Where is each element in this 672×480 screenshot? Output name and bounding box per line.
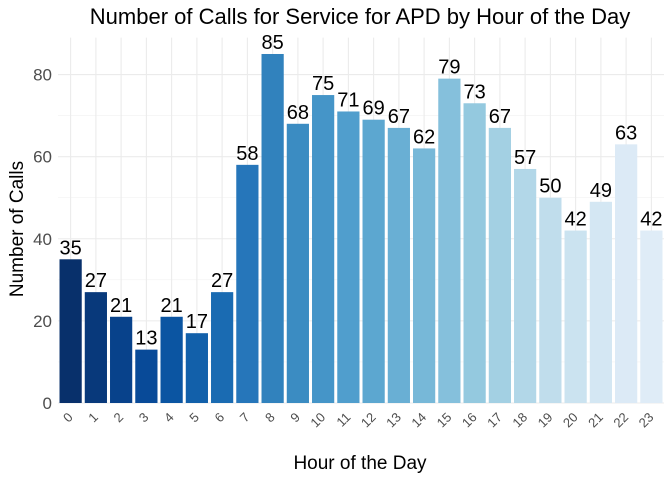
x-tick-label: 16 bbox=[459, 410, 480, 431]
x-tick-label: 15 bbox=[434, 410, 455, 431]
bar-hour-12 bbox=[362, 119, 385, 403]
data-label: 68 bbox=[287, 102, 309, 124]
data-label: 73 bbox=[464, 81, 486, 103]
x-tick-label: 0 bbox=[60, 410, 76, 426]
bar-hour-14 bbox=[413, 148, 436, 403]
x-tick-label: 7 bbox=[237, 410, 253, 426]
x-tick-label: 19 bbox=[535, 410, 556, 431]
data-label: 63 bbox=[615, 122, 637, 144]
x-tick-label: 3 bbox=[136, 410, 152, 426]
x-tick-label: 10 bbox=[307, 410, 328, 431]
bar-hour-7 bbox=[236, 164, 259, 403]
data-label: 35 bbox=[60, 237, 82, 259]
x-tick-label: 11 bbox=[333, 410, 353, 430]
bar-hour-17 bbox=[488, 127, 511, 403]
x-tick-label: 14 bbox=[408, 410, 429, 431]
bar-hour-1 bbox=[84, 292, 107, 403]
y-tick-label: 40 bbox=[33, 230, 52, 249]
x-tick-label: 4 bbox=[161, 410, 177, 426]
x-axis-tick-labels: 0 1 2 3 4 5 6 7 8 9 10 11 12 13 14 15 16 17 18 19 20 21 22 23 bbox=[60, 410, 656, 431]
data-label: 62 bbox=[413, 126, 435, 148]
data-label: 67 bbox=[388, 106, 410, 128]
bar-hour-8 bbox=[261, 53, 284, 404]
bar-hour-19 bbox=[539, 197, 562, 403]
bar-hour-16 bbox=[463, 103, 486, 404]
x-tick-label: 22 bbox=[610, 410, 631, 431]
x-tick-label: 21 bbox=[585, 410, 606, 431]
x-tick-label: 6 bbox=[212, 410, 228, 426]
y-tick-label: 20 bbox=[33, 312, 52, 331]
x-tick-label: 5 bbox=[186, 410, 202, 426]
bar-hour-2 bbox=[110, 316, 133, 403]
bars bbox=[59, 53, 663, 404]
data-label: 42 bbox=[565, 209, 587, 231]
bar-hour-5 bbox=[185, 333, 208, 403]
x-axis-title: Hour of the Day bbox=[293, 453, 427, 474]
data-label: 21 bbox=[110, 295, 132, 317]
bar-hour-22 bbox=[615, 144, 638, 403]
bar-hour-23 bbox=[640, 230, 663, 403]
x-tick-label: 13 bbox=[383, 410, 404, 431]
x-tick-label: 2 bbox=[111, 410, 127, 426]
bar-hour-10 bbox=[312, 95, 335, 404]
data-label: 27 bbox=[211, 270, 233, 292]
x-tick-label: 17 bbox=[484, 410, 505, 431]
x-tick-label: 18 bbox=[509, 410, 530, 431]
y-tick-label: 0 bbox=[43, 394, 52, 413]
bar-hour-15 bbox=[438, 78, 461, 403]
y-tick-label: 80 bbox=[33, 66, 52, 85]
x-tick-label: 23 bbox=[636, 410, 657, 431]
bar-hour-4 bbox=[160, 316, 183, 403]
y-axis-title: Number of Calls bbox=[7, 161, 28, 297]
data-label: 79 bbox=[438, 57, 460, 79]
bar-hour-0 bbox=[59, 259, 82, 403]
data-label: 58 bbox=[236, 143, 258, 165]
x-tick-label: 20 bbox=[560, 410, 581, 431]
data-label: 17 bbox=[186, 311, 208, 333]
bar-hour-13 bbox=[387, 127, 410, 403]
data-label: 21 bbox=[161, 295, 183, 317]
bar-hour-6 bbox=[211, 292, 234, 403]
x-tick-label: 9 bbox=[287, 410, 303, 426]
bar-hour-18 bbox=[514, 168, 537, 403]
data-label: 42 bbox=[640, 209, 662, 231]
x-tick-label: 12 bbox=[358, 410, 379, 431]
data-label: 69 bbox=[363, 98, 385, 120]
x-tick-label: 1 bbox=[85, 410, 101, 426]
data-label: 67 bbox=[489, 106, 511, 128]
x-tick-label: 8 bbox=[262, 410, 278, 426]
bar-hour-21 bbox=[589, 201, 612, 403]
bar-hour-9 bbox=[286, 123, 309, 404]
y-tick-label: 60 bbox=[33, 148, 52, 167]
data-label: 27 bbox=[85, 270, 107, 292]
chart-title: Number of Calls for Service for APD by H… bbox=[90, 4, 630, 29]
y-axis-tick-labels: 0 20 40 60 80 bbox=[33, 66, 52, 413]
data-label: 13 bbox=[135, 328, 157, 350]
bar-hour-20 bbox=[564, 230, 587, 403]
data-label: 71 bbox=[337, 89, 359, 111]
bar-hour-3 bbox=[135, 349, 158, 403]
data-label: 85 bbox=[262, 32, 284, 54]
data-label: 50 bbox=[539, 176, 561, 198]
bar-hour-11 bbox=[337, 111, 360, 403]
data-label: 75 bbox=[312, 73, 334, 95]
data-label: 49 bbox=[590, 180, 612, 202]
data-label: 57 bbox=[514, 147, 536, 169]
